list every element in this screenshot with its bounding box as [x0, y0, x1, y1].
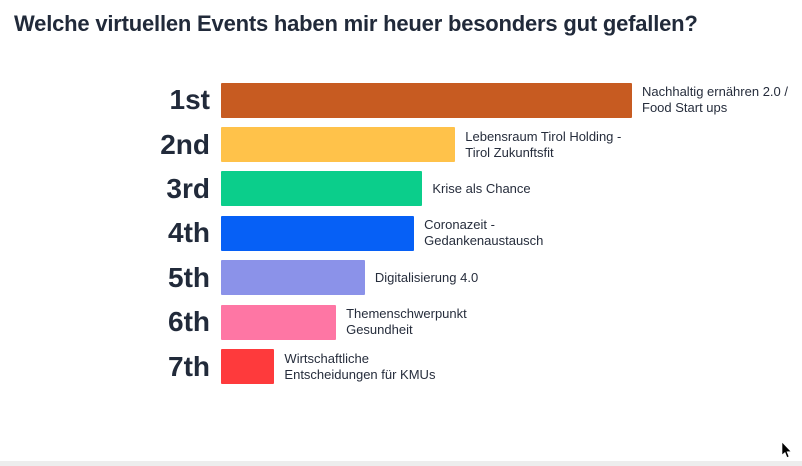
rank-label: 7th — [168, 350, 210, 382]
rank-label: 3rd — [166, 172, 210, 204]
chart-row: 1st Nachhaltig ernähren 2.0 /Food Start … — [0, 78, 802, 122]
bar-label: Wirtschaftliche Entscheidungen für KMUs — [284, 350, 436, 382]
bar — [221, 127, 456, 163]
chart-row: 2nd Lebensraum Tirol Holding - Tirol Zuku… — [0, 122, 802, 166]
bottom-edge-strip — [0, 461, 802, 466]
page-title: Welche virtuellen Events haben mir heuer… — [14, 11, 698, 36]
bar-label: Coronazeit - Gedankenaustausch — [424, 217, 544, 249]
ranking-bar-chart: 1st Nachhaltig ernähren 2.0 /Food Start … — [0, 78, 802, 389]
mouse-cursor-icon — [781, 442, 792, 458]
bar-label: Themenschwerpunkt Gesundheit — [346, 306, 467, 338]
chart-row: 6th Themenschwerpunkt Gesundheit — [0, 300, 802, 344]
bar-label: Nachhaltig ernähren 2.0 /Food Start ups — [642, 84, 788, 116]
bar — [221, 171, 423, 207]
bar — [221, 304, 337, 340]
chart-row: 5th Digitalisierung 4.0 — [0, 256, 802, 300]
chart-row: 3rd Krise als Chance — [0, 167, 802, 211]
bar-label: Krise als Chance — [432, 180, 531, 196]
bar-label: Lebensraum Tirol Holding - Tirol Zukunfts… — [465, 128, 622, 160]
chart-row: 7th Wirtschaftliche Entscheidungen für KM… — [0, 344, 802, 388]
rank-label: 2nd — [160, 128, 210, 160]
rank-label: 4th — [168, 217, 210, 249]
bar — [221, 215, 415, 251]
rank-label: 5th — [168, 261, 210, 293]
bar-label: Digitalisierung 4.0 — [374, 269, 479, 285]
chart-row: 4th Coronazeit - Gedankenaustausch — [0, 211, 802, 255]
bar — [221, 82, 632, 118]
bar — [221, 349, 275, 385]
rank-label: 1st — [169, 84, 210, 116]
bar — [221, 260, 365, 296]
rank-label: 6th — [168, 306, 210, 338]
